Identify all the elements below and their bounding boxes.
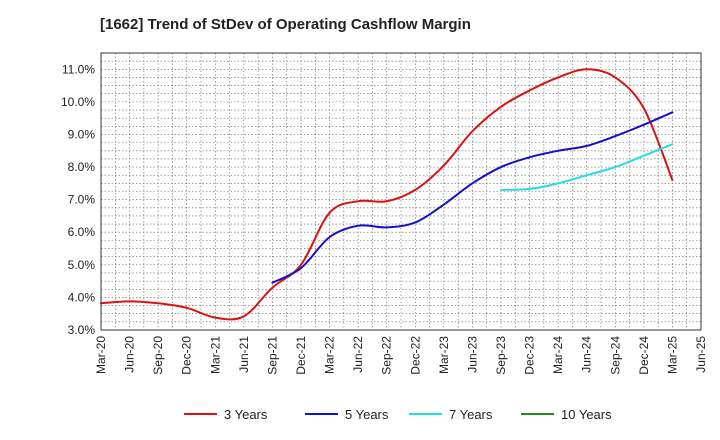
y-tick-label: 5.0%	[68, 258, 96, 272]
x-tick-label: Dec-23	[523, 336, 537, 375]
y-tick-label: 10.0%	[61, 95, 95, 109]
x-tick-label: Dec-21	[294, 336, 308, 375]
plot-area-frame	[100, 52, 702, 331]
x-tick-label: Mar-24	[551, 336, 565, 374]
grid	[100, 53, 702, 330]
x-tick-label: Jun-21	[237, 336, 251, 373]
x-tick-label: Mar-25	[665, 336, 679, 374]
series-line	[500, 143, 674, 191]
x-tick-label: Sep-21	[265, 336, 279, 375]
x-tick-label: Sep-22	[380, 336, 394, 375]
y-tick-label: 6.0%	[68, 225, 96, 239]
y-tick-label: 8.0%	[68, 160, 96, 174]
x-tick-label: Sep-23	[494, 336, 508, 375]
series-line	[100, 68, 674, 321]
x-tick-label: Jun-23	[465, 336, 479, 373]
y-tick-label: 3.0%	[68, 323, 96, 337]
series-line	[271, 111, 674, 284]
legend-label: 7 Years	[449, 407, 493, 422]
y-tick-label: 4.0%	[68, 290, 96, 304]
x-tick-label: Mar-22	[323, 336, 337, 374]
x-tick-label: Mar-20	[94, 336, 108, 374]
x-tick-label: Sep-24	[608, 336, 622, 375]
x-tick-label: Jun-22	[351, 336, 365, 373]
y-tick-label: 7.0%	[68, 193, 96, 207]
y-tick-label: 9.0%	[68, 127, 96, 141]
x-tick-label: Jun-20	[123, 336, 137, 373]
chart-title: [1662] Trend of StDev of Operating Cashf…	[100, 16, 471, 33]
x-tick-label: Mar-23	[437, 336, 451, 374]
x-tick-label: Sep-20	[151, 336, 165, 375]
legend: 3 Years 5 Years 7 Years 10 Years	[184, 407, 612, 422]
y-axis-ticks: 3.0% 4.0% 5.0% 6.0% 7.0% 8.0% 9.0% 10.0% 11.0%	[61, 62, 95, 337]
x-tick-label: Dec-22	[408, 336, 422, 375]
x-tick-label: Jun-25	[694, 336, 708, 373]
x-tick-label: Dec-20	[180, 336, 194, 375]
x-axis-ticks: Mar-20 Jun-20 Sep-20 Dec-20 Mar-21 Jun-21 Sep-…	[94, 336, 708, 375]
series-lines	[100, 68, 674, 321]
y-tick-label: 11.0%	[62, 62, 95, 76]
legend-label: 10 Years	[561, 407, 612, 422]
x-tick-label: Jun-24	[580, 336, 594, 373]
legend-label: 5 Years	[345, 407, 389, 422]
x-tick-label: Mar-21	[208, 336, 222, 374]
x-tick-label: Dec-24	[637, 336, 651, 375]
legend-label: 3 Years	[224, 407, 268, 422]
